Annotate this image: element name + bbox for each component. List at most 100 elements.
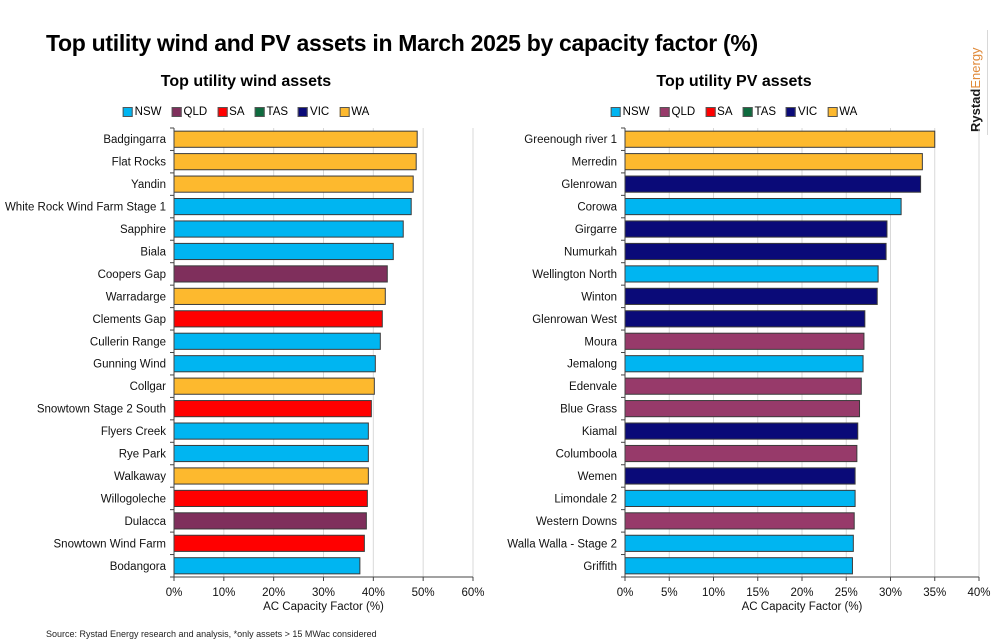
legend-swatch-vic xyxy=(298,107,309,117)
legend-label: QLD xyxy=(671,106,696,118)
pv-legend-item-sa: SA xyxy=(705,106,733,118)
pv-bar xyxy=(624,377,862,395)
wind-legend-item-tas: TAS xyxy=(254,106,289,118)
legend-label: QLD xyxy=(183,106,208,118)
pv-bar xyxy=(624,130,936,148)
legend-swatch-wa xyxy=(339,107,350,117)
pv-x-tick-label: 15% xyxy=(746,587,769,599)
pv-category-label: Numurkah xyxy=(564,246,617,258)
pv-chart-title: Top utility PV assets xyxy=(656,73,812,90)
wind-x-tick-label: 10% xyxy=(212,587,235,599)
pv-legend-item-tas: TAS xyxy=(742,106,777,118)
pv-category-label: Edenvale xyxy=(569,381,617,393)
legend-swatch-sa xyxy=(217,107,228,117)
wind-x-tick-label: 40% xyxy=(362,587,385,599)
legend-swatch-qld xyxy=(171,107,182,117)
pv-category-label: Griffith xyxy=(583,561,617,573)
legend-label: TAS xyxy=(266,106,289,118)
pv-category-label: Western Downs xyxy=(536,516,617,528)
wind-x-tick-label: 50% xyxy=(412,587,435,599)
legend-label: WA xyxy=(839,106,858,118)
wind-legend-item-vic: VIC xyxy=(298,106,329,118)
legend-swatch-wa xyxy=(827,107,838,117)
legend-label: NSW xyxy=(622,106,650,118)
pv-bar xyxy=(624,355,864,373)
pv-bar xyxy=(624,489,856,508)
legend-swatch-qld xyxy=(659,107,670,117)
source-note: Source: Rystad Energy research and analy… xyxy=(46,629,377,639)
wind-x-tick-label: 30% xyxy=(312,587,335,599)
legend-swatch-sa xyxy=(705,107,716,117)
legend-label: SA xyxy=(229,106,245,118)
wind-category-label: Cullerin Range xyxy=(90,336,166,348)
pv-category-label: Wemen xyxy=(578,471,617,483)
wind-category-label: Snowtown Wind Farm xyxy=(54,538,166,550)
legend-label: NSW xyxy=(134,106,162,118)
legend-label: VIC xyxy=(310,106,330,118)
wind-category-label: Badgingarra xyxy=(103,134,166,146)
wind-category-label: White Rock Wind Farm Stage 1 xyxy=(5,202,166,214)
pv-category-label: Greenough river 1 xyxy=(524,134,617,146)
wind-legend-item-qld: QLD xyxy=(171,106,208,118)
pv-bar xyxy=(624,444,858,463)
wind-category-label: Snowtown Stage 2 South xyxy=(37,404,166,416)
pv-category-label: Kiamal xyxy=(582,426,617,438)
pv-category-label: Glenrowan West xyxy=(532,314,618,326)
pv-category-label: Jemalong xyxy=(567,359,617,371)
legend-swatch-tas xyxy=(742,107,753,117)
pv-legend: NSW QLD SA TAS VIC WA xyxy=(610,106,858,118)
pv-category-label: Corowa xyxy=(577,202,617,214)
pv-x-tick-label: 35% xyxy=(923,587,946,599)
pv-bar xyxy=(624,422,859,440)
brand-divider xyxy=(987,30,988,135)
wind-category-label: Flat Rocks xyxy=(112,157,167,169)
pv-category-label: Merredin xyxy=(572,157,617,169)
wind-chart-title: Top utility wind assets xyxy=(160,73,332,90)
wind-legend-item-nsw: NSW xyxy=(122,106,162,118)
legend-swatch-tas xyxy=(254,107,265,117)
wind-category-label: Collgar xyxy=(130,381,167,393)
wind-category-label: Yandin xyxy=(131,179,166,191)
pv-x-tick-label: 40% xyxy=(967,587,990,599)
wind-category-label: Clements Gap xyxy=(92,314,166,326)
pv-legend-item-vic: VIC xyxy=(786,106,817,118)
wind-category-label: Walkaway xyxy=(114,471,166,483)
legend-label: WA xyxy=(351,106,370,118)
pv-legend-item-nsw: NSW xyxy=(610,106,650,118)
legend-swatch-nsw xyxy=(610,107,621,117)
pv-bar xyxy=(624,287,878,305)
wind-legend: NSW QLD SA TAS VIC WA xyxy=(122,106,369,118)
legend-label: SA xyxy=(717,106,733,118)
main-title: Top utility wind and PV assets in March … xyxy=(46,30,758,56)
pv-bar xyxy=(624,265,879,283)
pv-bar xyxy=(624,557,853,575)
pv-bar xyxy=(624,242,887,261)
pv-x-tick-label: 20% xyxy=(790,587,813,599)
legend-label: TAS xyxy=(754,106,777,118)
pv-x-axis-label: AC Capacity Factor (%) xyxy=(742,601,863,613)
pv-category-label: Blue Grass xyxy=(560,404,617,416)
pv-bar xyxy=(624,332,865,350)
wind-x-tick-label: 60% xyxy=(461,587,484,599)
wind-category-label: Willogoleche xyxy=(101,493,166,505)
pv-x-tick-label: 10% xyxy=(702,587,725,599)
pv-category-label: Winton xyxy=(581,291,617,303)
wind-category-label: Bodangora xyxy=(110,561,167,573)
wind-category-label: Rye Park xyxy=(119,449,167,461)
pv-bar xyxy=(624,175,922,193)
pv-bar xyxy=(624,153,923,171)
pv-x-tick-label: 25% xyxy=(835,587,858,599)
wind-category-label: Dulacca xyxy=(124,516,166,528)
pv-x-tick-label: 0% xyxy=(617,587,634,599)
wind-category-label: Warradarge xyxy=(106,291,166,303)
wind-x-axis-label: AC Capacity Factor (%) xyxy=(263,601,384,613)
wind-category-label: Flyers Creek xyxy=(101,426,166,438)
wind-category-label: Gunning Wind xyxy=(93,359,166,371)
wind-legend-item-wa: WA xyxy=(339,106,369,118)
pv-category-label: Girgarre xyxy=(575,224,617,236)
legend-label: VIC xyxy=(798,106,818,118)
pv-legend-item-qld: QLD xyxy=(659,106,696,118)
pv-category-label: Wellington North xyxy=(532,269,617,281)
